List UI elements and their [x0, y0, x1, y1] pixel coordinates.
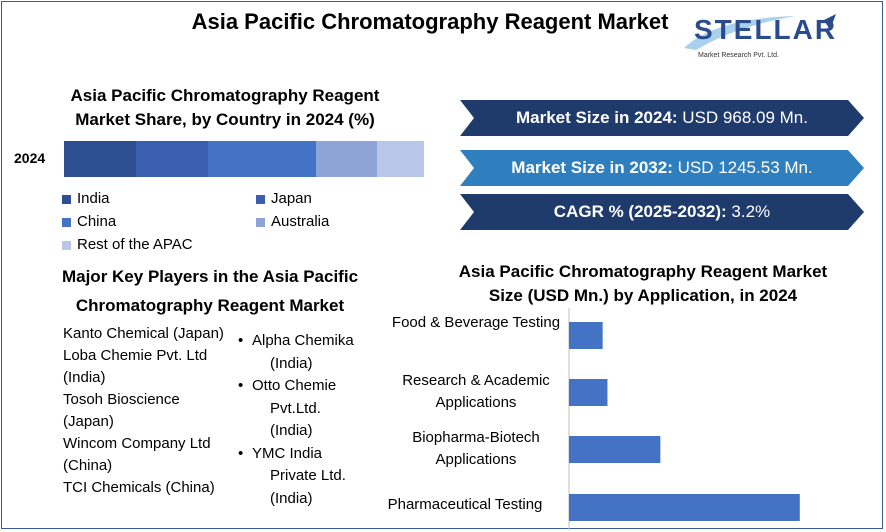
page-title: Asia Pacific Chromatography Reagent Mark…	[191, 9, 669, 34]
banner-arrow-shape	[460, 100, 864, 136]
legend-item: Japan	[256, 190, 312, 207]
banner-value: USD 968.09 Mn.	[677, 108, 808, 127]
stacked-segment-rest-of-the-apac	[377, 141, 424, 177]
player-item: TCI Chemicals (China)	[63, 479, 215, 496]
player-line: Pvt.Ltd.	[270, 399, 321, 417]
player-line: Private Ltd.	[270, 467, 346, 484]
application-bar	[569, 379, 608, 406]
banner-arrow-shape	[460, 194, 864, 230]
player-item-bulleted: Otto Chemie Pvt.Ltd. (India)	[238, 375, 368, 443]
player-line: (India)	[270, 489, 313, 507]
player-line: (India)	[270, 354, 313, 372]
banner-value: USD 1245.53 Mn.	[672, 158, 813, 177]
player-line: Otto Chemie	[252, 377, 337, 394]
player-line: YMC India	[252, 444, 323, 462]
legend-swatch	[256, 194, 265, 204]
legend-label: Rest of the APAC	[77, 236, 193, 253]
legend-item: India	[62, 190, 110, 207]
stellar-logo: STELLAR Market Research Pvt. Ltd.	[676, 8, 856, 66]
legend-swatch	[62, 217, 71, 227]
stacked-segment-australia	[316, 141, 378, 177]
legend-label: India	[77, 190, 110, 207]
market-banner: Market Size in 2024: USD 968.09 Mn.	[460, 100, 864, 136]
category-label: Research & Academic Applications	[402, 372, 550, 411]
stacked-bar	[64, 141, 424, 177]
player-line: Alpha Chemika	[252, 332, 354, 349]
category-label: Biopharma-Biotech Applications	[412, 429, 540, 468]
legend-label: Australia	[271, 213, 330, 230]
banner-label: CAGR % (2025-2032):	[553, 202, 727, 221]
banner-text: Market Size in 2032: USD 1245.53 Mn.	[460, 150, 864, 186]
player-item: Loba Chemie Pvt. Ltd (India)	[63, 347, 208, 386]
stack-row-label: 2024	[14, 150, 46, 166]
legend-swatch	[62, 240, 71, 250]
banner-text: CAGR % (2025-2032): 3.2%	[460, 194, 864, 230]
banner-value: 3.2%	[726, 202, 771, 221]
legend-item: Australia	[256, 213, 329, 230]
logo-subtitle: Market Research Pvt. Ltd.	[698, 52, 779, 59]
application-chart-title-text: Asia Pacific Chromatography Reagent Mark…	[458, 262, 828, 305]
market-banner: Market Size in 2032: USD 1245.53 Mn.	[460, 150, 864, 186]
market-banner: CAGR % (2025-2032): 3.2%	[460, 194, 864, 230]
players-list-right: Alpha Chemika (India) Otto Chemie Pvt.Ltd. (…	[238, 330, 368, 510]
players-title: Major Key Players in the Asia Pacific Ch…	[61, 267, 359, 315]
legend-swatch	[256, 217, 265, 227]
legend-swatch	[62, 194, 71, 204]
player-item-bulleted: YMC India Private Ltd. (India)	[238, 443, 368, 511]
player-item: Kanto Chemical (Japan)	[63, 325, 224, 342]
legend-item: China	[62, 213, 116, 230]
application-chart-title: Asia Pacific Chromatography Reagent Mark…	[450, 260, 836, 308]
legend-label: Japan	[271, 190, 312, 207]
players-list-left: Kanto Chemical (Japan) Loba Chemie Pvt. L…	[63, 323, 233, 499]
player-line: (India)	[270, 422, 313, 439]
logo-swoosh-icon	[684, 14, 836, 50]
player-item-bulleted: Alpha Chemika (India)	[238, 330, 368, 375]
application-bar	[569, 436, 661, 463]
legend-item: Rest of the APAC	[62, 236, 193, 253]
banner-arrow-shape	[460, 150, 864, 186]
category-label: Food & Beverage Testing	[391, 314, 561, 331]
application-bar	[569, 322, 603, 349]
banner-label: Market Size in 2024:	[516, 108, 678, 127]
application-bar	[569, 494, 800, 521]
logo-name: STELLAR	[694, 14, 838, 45]
stacked-segment-india	[64, 141, 136, 177]
legend-label: China	[77, 213, 117, 230]
stacked-segment-china	[208, 141, 316, 177]
stacked-segment-japan	[136, 141, 208, 177]
banner-text: Market Size in 2024: USD 968.09 Mn.	[460, 100, 864, 136]
player-item: Tosoh Bioscience (Japan)	[63, 391, 180, 430]
application-bar-chart	[568, 308, 800, 530]
share-chart-title: Asia Pacific Chromatography Reagent Mark…	[70, 86, 380, 129]
category-label: Pharmaceutical Testing	[387, 496, 543, 513]
player-item: Wincom Company Ltd (China)	[63, 435, 211, 474]
banner-label: Market Size in 2032:	[511, 158, 673, 177]
